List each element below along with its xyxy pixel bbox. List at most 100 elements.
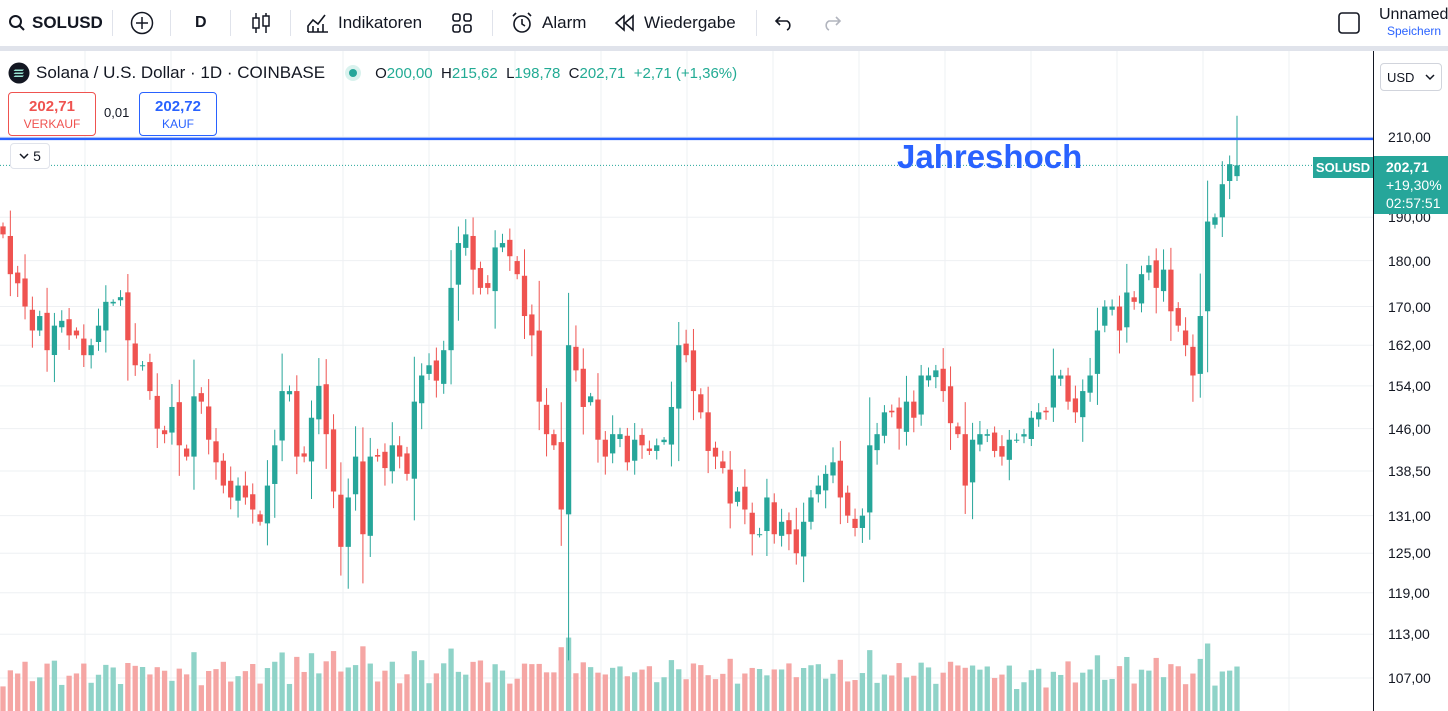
layout-name-block[interactable]: Unnamed Speichern: [1379, 6, 1448, 38]
currency-select[interactable]: USD: [1380, 63, 1442, 91]
candle-body: [117, 297, 124, 301]
alarm-button[interactable]: Alarm: [510, 8, 586, 38]
interval-button[interactable]: D: [195, 14, 207, 31]
volume-bar: [705, 675, 711, 711]
volume-bar: [521, 663, 528, 711]
volume-bar: [1102, 679, 1108, 711]
indicators-button[interactable]: Indikatoren: [306, 8, 422, 38]
symbol-search-button[interactable]: SOLUSD: [8, 8, 103, 38]
candle: [338, 462, 344, 576]
price-chart[interactable]: [0, 51, 1373, 711]
buy-button[interactable]: 202,72 KAUF: [139, 92, 217, 136]
volume-bar: [610, 667, 616, 711]
candle-body: [999, 446, 1005, 457]
candle-body: [198, 393, 204, 402]
volume-bar: [925, 667, 932, 711]
candle-body: [448, 287, 454, 351]
candle: [308, 400, 315, 500]
volume-bar: [206, 670, 212, 711]
candle-body: [330, 429, 337, 492]
candle-body: [727, 469, 733, 504]
volume-bar: [1197, 658, 1203, 711]
candle: [485, 275, 491, 295]
candle-body: [698, 394, 704, 413]
candle-body: [558, 442, 564, 510]
plus-circle-icon: [130, 11, 154, 35]
chart-pane[interactable]: Solana / U.S. Dollar · 1D · COINBASE O20…: [0, 51, 1373, 711]
chart-type-button[interactable]: [250, 8, 272, 38]
volume-bar: [1028, 670, 1034, 711]
candle-body: [867, 445, 873, 513]
volume-bar: [1212, 685, 1218, 711]
candle-body: [396, 445, 403, 457]
sell-button[interactable]: 202,71 VERKAUF: [8, 92, 96, 136]
volume-bar: [272, 661, 278, 711]
volume-bar: [228, 681, 234, 711]
volume-bar: [955, 665, 961, 711]
templates-button[interactable]: [451, 8, 473, 38]
candle-body: [889, 410, 895, 413]
candle-body: [1204, 221, 1211, 312]
compare-button[interactable]: [130, 8, 154, 38]
candle-body: [1006, 439, 1012, 460]
undo-button[interactable]: [774, 8, 794, 38]
candle: [896, 397, 902, 450]
candle-body: [1160, 269, 1167, 292]
volume-bar: [668, 660, 675, 711]
candle: [352, 426, 359, 511]
candle: [852, 508, 858, 537]
candle: [15, 265, 21, 298]
candle: [823, 465, 829, 509]
volume-bar: [977, 669, 983, 711]
volume-bar: [918, 662, 924, 711]
candle-body: [595, 399, 601, 440]
candle-body: [139, 365, 146, 367]
market-status-icon[interactable]: [345, 65, 362, 81]
candle-body: [154, 395, 160, 429]
volume-bar: [1065, 661, 1071, 711]
volume-bar: [1094, 655, 1101, 711]
layout-name: Unnamed: [1379, 6, 1448, 23]
replay-button[interactable]: Wiedergabe: [614, 8, 736, 38]
candle-body: [44, 312, 50, 351]
candle-body: [756, 534, 763, 536]
collapse-indicators-button[interactable]: 5: [10, 143, 50, 169]
volume-bar: [103, 664, 109, 711]
chart-grid: [0, 51, 1373, 711]
candle-body: [1234, 165, 1240, 177]
candle-body: [323, 384, 329, 435]
volume-bar: [1138, 669, 1145, 711]
volume-bar: [441, 663, 447, 711]
candle: [999, 435, 1005, 466]
candle-body: [712, 447, 719, 457]
candle: [845, 485, 851, 523]
volume-bar: [1021, 682, 1027, 711]
save-link[interactable]: Speichern: [1387, 24, 1442, 38]
layout-button[interactable]: [1337, 8, 1361, 38]
candle-body: [903, 401, 910, 432]
candle: [984, 429, 990, 443]
candle-body: [257, 514, 263, 522]
candle-body: [808, 497, 814, 522]
candle-body: [59, 320, 65, 328]
volume-bar: [1153, 657, 1159, 711]
volume-bar: [529, 664, 535, 711]
candle-body: [37, 316, 43, 331]
volume-bar: [191, 652, 197, 711]
redo-button[interactable]: [822, 8, 842, 38]
candle-body: [602, 439, 608, 457]
open-value: 200,00: [386, 64, 433, 82]
candle-body: [639, 434, 645, 446]
candle: [1050, 348, 1057, 422]
price-axis[interactable]: USD 210,00 190,00 180,00 170,00 162,00 154,00…: [1373, 51, 1448, 711]
volume-bar: [1227, 670, 1233, 711]
candle: [51, 312, 58, 383]
volume-bar: [213, 669, 219, 711]
volume-bar: [367, 663, 373, 711]
candle-body: [800, 521, 807, 557]
candle: [874, 422, 880, 465]
candle: [793, 507, 799, 565]
candle-body: [632, 439, 638, 461]
yearly-high-annotation[interactable]: Jahreshoch: [897, 138, 1083, 175]
candle: [301, 446, 307, 463]
